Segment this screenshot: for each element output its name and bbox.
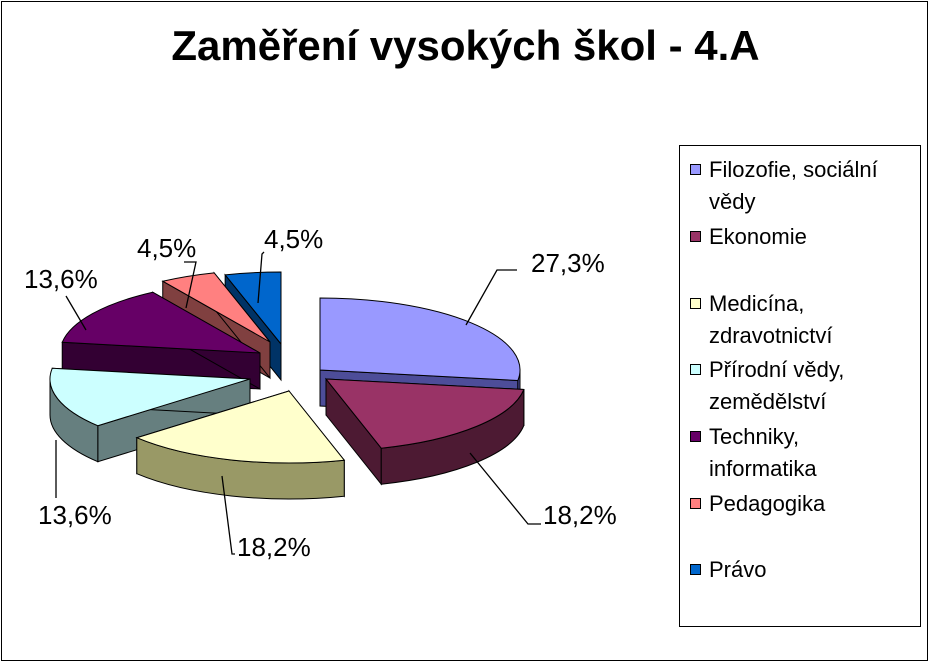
data-label-3: 18,2% (237, 532, 311, 562)
legend-label: Techniky, informatika (709, 424, 817, 481)
data-label-2: 18,2% (543, 500, 617, 530)
legend-label: Přírodní vědy, zemědělství (709, 357, 845, 414)
legend-label: Právo (709, 557, 767, 582)
leader-line-2 (469, 452, 541, 525)
legend-swatch (690, 231, 701, 242)
legend: Filozofie, sociální vědy Ekonomie Medicína,… (679, 145, 921, 627)
pie-slice-3 (135, 389, 346, 500)
legend-swatch (690, 431, 701, 442)
leader-line-3 (221, 475, 235, 555)
legend-swatch (690, 498, 701, 509)
legend-label: Medicína, zdravotnictví (709, 291, 833, 348)
chart-title: Zaměření vysokých škol - 4.A (171, 22, 760, 69)
legend-swatch (690, 564, 701, 575)
data-label-7: 4,5% (264, 224, 323, 254)
data-label-1: 27,3% (531, 248, 605, 278)
data-label-5: 13,6% (24, 264, 98, 294)
data-label-4: 13,6% (38, 500, 112, 530)
legend-label: Filozofie, sociální vědy (709, 157, 878, 214)
leader-line-7 (257, 251, 265, 304)
legend-label: Ekonomie (709, 224, 807, 249)
leader-line-6 (184, 261, 197, 309)
data-label-6: 4,5% (137, 233, 196, 263)
legend-label: Pedagogika (709, 491, 826, 516)
pie-slice-2 (324, 377, 525, 486)
legend-swatch (690, 364, 701, 375)
legend-swatch (690, 298, 701, 309)
leader-line-1 (465, 269, 517, 326)
leader-line-5 (65, 295, 87, 331)
legend-swatch (690, 164, 701, 175)
